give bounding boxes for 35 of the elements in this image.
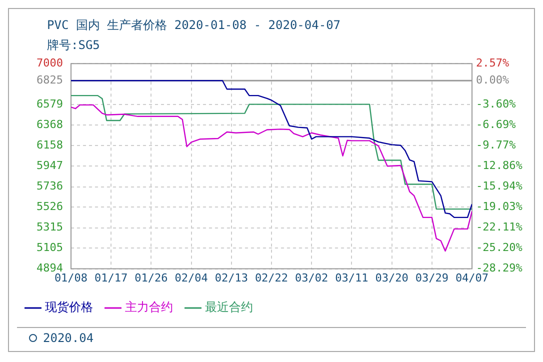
x-tick-label: 02/13 — [214, 271, 248, 284]
text: 2020.04 — [43, 331, 94, 345]
chart-subtitle: 牌号:SG5 — [47, 37, 100, 54]
x-tick-label: 01/26 — [134, 271, 168, 284]
x-tick-label: 02/22 — [254, 271, 288, 284]
y-tick-label: 6825 — [36, 74, 63, 87]
y-tick-label: 6579 — [36, 97, 63, 110]
y2-tick-label: 0.00% — [476, 74, 510, 87]
legend-label: 主力合约 — [125, 300, 173, 314]
x-tick-label: 03/29 — [415, 271, 448, 284]
y-tick-label: 5736 — [36, 180, 63, 193]
y-tick-label: 6368 — [36, 118, 63, 132]
chart-title: PVC 国内 生产者价格 2020-01-08 - 2020-04-07 — [47, 17, 341, 34]
x-tick-label: 03/02 — [295, 271, 328, 284]
y-tick-label: 5947 — [36, 159, 63, 172]
y2-tick-label: -22.11% — [476, 220, 523, 234]
y-tick-label: 5526 — [36, 200, 63, 214]
y2-tick-label: -19.03% — [476, 200, 523, 214]
y2-tick-label: -3.60% — [476, 97, 516, 110]
y2-tick-label: -6.69% — [476, 118, 516, 132]
y2-tick-label: -9.77% — [476, 138, 516, 152]
y-tick-label: 5105 — [36, 241, 63, 254]
y-tick-label: 7000 — [36, 56, 63, 70]
x-tick-label: 01/17 — [94, 271, 128, 284]
y-tick-label: 5315 — [36, 220, 63, 234]
x-tick-label: 02/04 — [174, 271, 208, 284]
y2-tick-label: -15.94% — [476, 180, 523, 193]
x-tick-label: 03/20 — [375, 271, 408, 284]
legend-label: 最近合约 — [205, 300, 253, 314]
y2-tick-label: 2.57% — [476, 56, 510, 70]
y-tick-label: 6158 — [36, 138, 63, 152]
x-tick-label: 03/11 — [335, 271, 368, 284]
y2-tick-label: -12.86% — [476, 159, 523, 172]
y2-tick-label: -25.20% — [476, 241, 523, 254]
legend-label: 现货价格 — [45, 300, 93, 314]
